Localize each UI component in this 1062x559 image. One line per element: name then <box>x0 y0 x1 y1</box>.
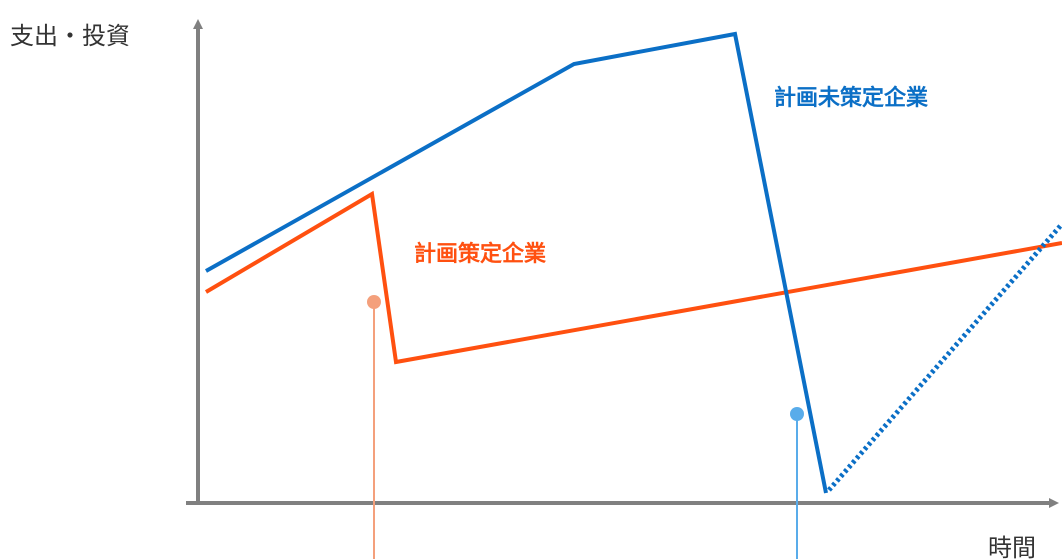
y-axis-label: 支出・投資 <box>10 22 130 50</box>
unplanned-series-label: 計画未策定企業 <box>774 86 929 111</box>
planned-series-line <box>204 190 1062 365</box>
planned-series-label: 計画策定企業 <box>414 242 547 267</box>
unplanned-recovery-dotted-line <box>827 222 1062 492</box>
unplanned-series-line <box>205 31 828 494</box>
x-axis-label: 時間 <box>988 534 1036 559</box>
unplanned-marker-dot <box>790 407 804 421</box>
planned-marker-dot <box>367 295 381 309</box>
